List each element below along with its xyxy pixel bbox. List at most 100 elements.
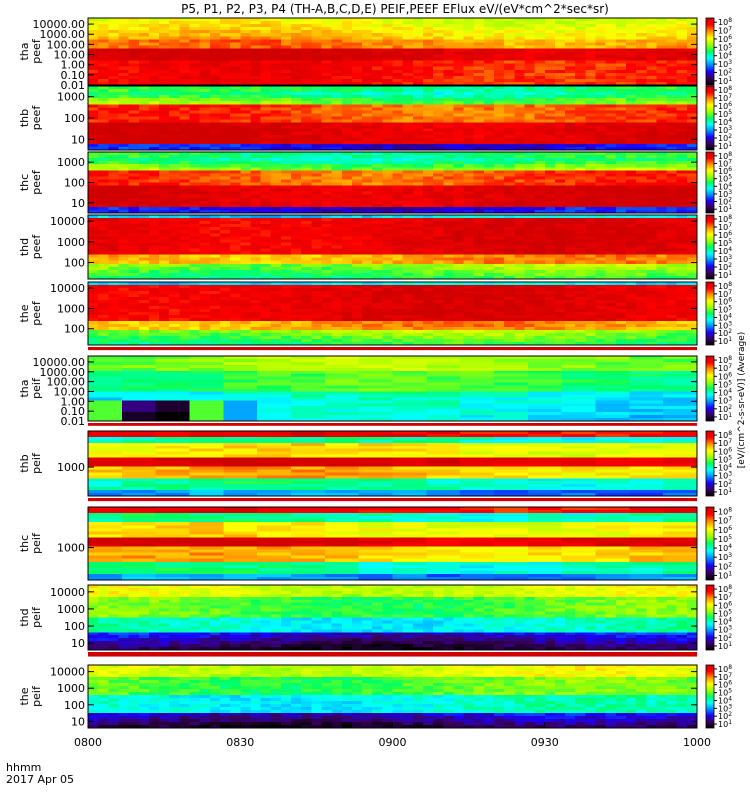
- heatmap-cell: [219, 60, 231, 65]
- heatmap-cell: [321, 81, 333, 86]
- heatmap-cell: [270, 27, 282, 31]
- heatmap-cell: [270, 48, 282, 53]
- heatmap-cell: [250, 116, 262, 121]
- heatmap-cell: [686, 66, 698, 71]
- heatmap-cell: [179, 27, 191, 31]
- heatmap-cell: [392, 27, 404, 31]
- heatmap-cell: [463, 60, 475, 65]
- heatmap-cell: [686, 51, 698, 56]
- heatmap-cell: [250, 33, 262, 37]
- heatmap-cell: [341, 75, 353, 80]
- heatmap-cell: [98, 137, 109, 142]
- heatmap-cell: [179, 125, 191, 130]
- heatmap-cell: [260, 30, 272, 34]
- heatmap-cell: [169, 113, 180, 118]
- heatmap-cell: [463, 116, 475, 121]
- heatmap-cell: [524, 131, 536, 136]
- heatmap-cell: [280, 48, 292, 53]
- heatmap-cell: [605, 104, 617, 108]
- heatmap-cell: [585, 24, 597, 28]
- heatmap-cell: [291, 95, 302, 99]
- heatmap-cell: [483, 110, 495, 115]
- heatmap-cell: [666, 45, 678, 50]
- heatmap-cell: [230, 66, 241, 71]
- heatmap-cell: [412, 54, 424, 59]
- heatmap-cell: [412, 122, 424, 127]
- heatmap-cell: [372, 75, 383, 80]
- heatmap-cell: [554, 78, 566, 83]
- heatmap-cell: [524, 125, 536, 130]
- heatmap-cell: [301, 110, 312, 115]
- spectrogram-panels: 10000.001000.00100.0010.001.000.100.01th…: [18, 17, 732, 729]
- heatmap-cell: [494, 24, 505, 28]
- heatmap-cell: [98, 75, 109, 80]
- heatmap-cell: [514, 110, 526, 115]
- heatmap-cell: [148, 36, 160, 40]
- heatmap-cell: [341, 81, 353, 86]
- heatmap-cell: [209, 54, 221, 59]
- heatmap-cell: [463, 36, 475, 40]
- heatmap-cell: [159, 128, 170, 133]
- heatmap-cell: [565, 57, 576, 62]
- heatmap-cell: [625, 27, 637, 31]
- heatmap-cell: [514, 57, 526, 62]
- heatmap-cell: [483, 45, 495, 50]
- heatmap-cell: [138, 51, 150, 56]
- heatmap-cell: [88, 86, 99, 90]
- heatmap-cell: [534, 78, 546, 83]
- heatmap-cell: [402, 81, 414, 86]
- heatmap-cell: [453, 66, 465, 71]
- heatmap-cell: [311, 78, 323, 83]
- heatmap-cell: [514, 81, 526, 86]
- heatmap-cell: [453, 143, 465, 148]
- heatmap-cell: [605, 42, 617, 47]
- heatmap-cell: [88, 45, 99, 50]
- heatmap-cell: [382, 42, 394, 47]
- heatmap-cell: [118, 125, 130, 130]
- heatmap-cell: [219, 113, 231, 118]
- heatmap-cell: [270, 122, 282, 127]
- heatmap-cell: [199, 69, 211, 74]
- heatmap-cell: [575, 86, 586, 90]
- heatmap-cell: [494, 27, 505, 31]
- heatmap-cell: [646, 51, 657, 56]
- heatmap-cell: [250, 18, 262, 22]
- heatmap-cell: [625, 36, 637, 40]
- heatmap-cell: [98, 24, 109, 28]
- heatmap-cell: [453, 33, 465, 37]
- heatmap-cell: [402, 134, 414, 139]
- heatmap-cell: [189, 128, 201, 133]
- heatmap-cell: [554, 95, 566, 99]
- heatmap-cell: [362, 78, 373, 83]
- heatmap-cell: [260, 119, 272, 124]
- heatmap-cell: [585, 81, 597, 86]
- heatmap-cell: [341, 57, 353, 62]
- heatmap-cells: [88, 86, 698, 151]
- heatmap-cell: [159, 143, 170, 148]
- heatmap-cell: [291, 134, 302, 139]
- heatmap-cell: [443, 125, 454, 130]
- heatmap-cell: [98, 140, 109, 145]
- heatmap-cell: [544, 113, 556, 118]
- heatmap-cell: [565, 54, 576, 59]
- heatmap-cell: [494, 95, 505, 99]
- heatmap-cell: [656, 51, 668, 56]
- heatmap-cell: [209, 51, 221, 56]
- heatmap-cell: [138, 63, 150, 68]
- heatmap-cell: [676, 81, 688, 86]
- heatmap-cell: [412, 140, 424, 145]
- heatmap-cell: [382, 104, 394, 108]
- heatmap-cell: [230, 143, 241, 148]
- heatmap-cell: [585, 39, 597, 43]
- heatmap-cell: [128, 78, 140, 83]
- heatmap-cell: [362, 140, 373, 145]
- heatmap-cell: [250, 78, 262, 83]
- heatmap-cell: [321, 101, 333, 105]
- heatmap-cell: [473, 54, 485, 59]
- heatmap-cell: [565, 48, 576, 53]
- heatmap-cell: [575, 60, 586, 65]
- heatmap-cell: [412, 104, 424, 108]
- heatmap-cell: [615, 48, 627, 53]
- y-tick-label: 100.00: [47, 38, 86, 51]
- heatmap-cell: [625, 95, 637, 99]
